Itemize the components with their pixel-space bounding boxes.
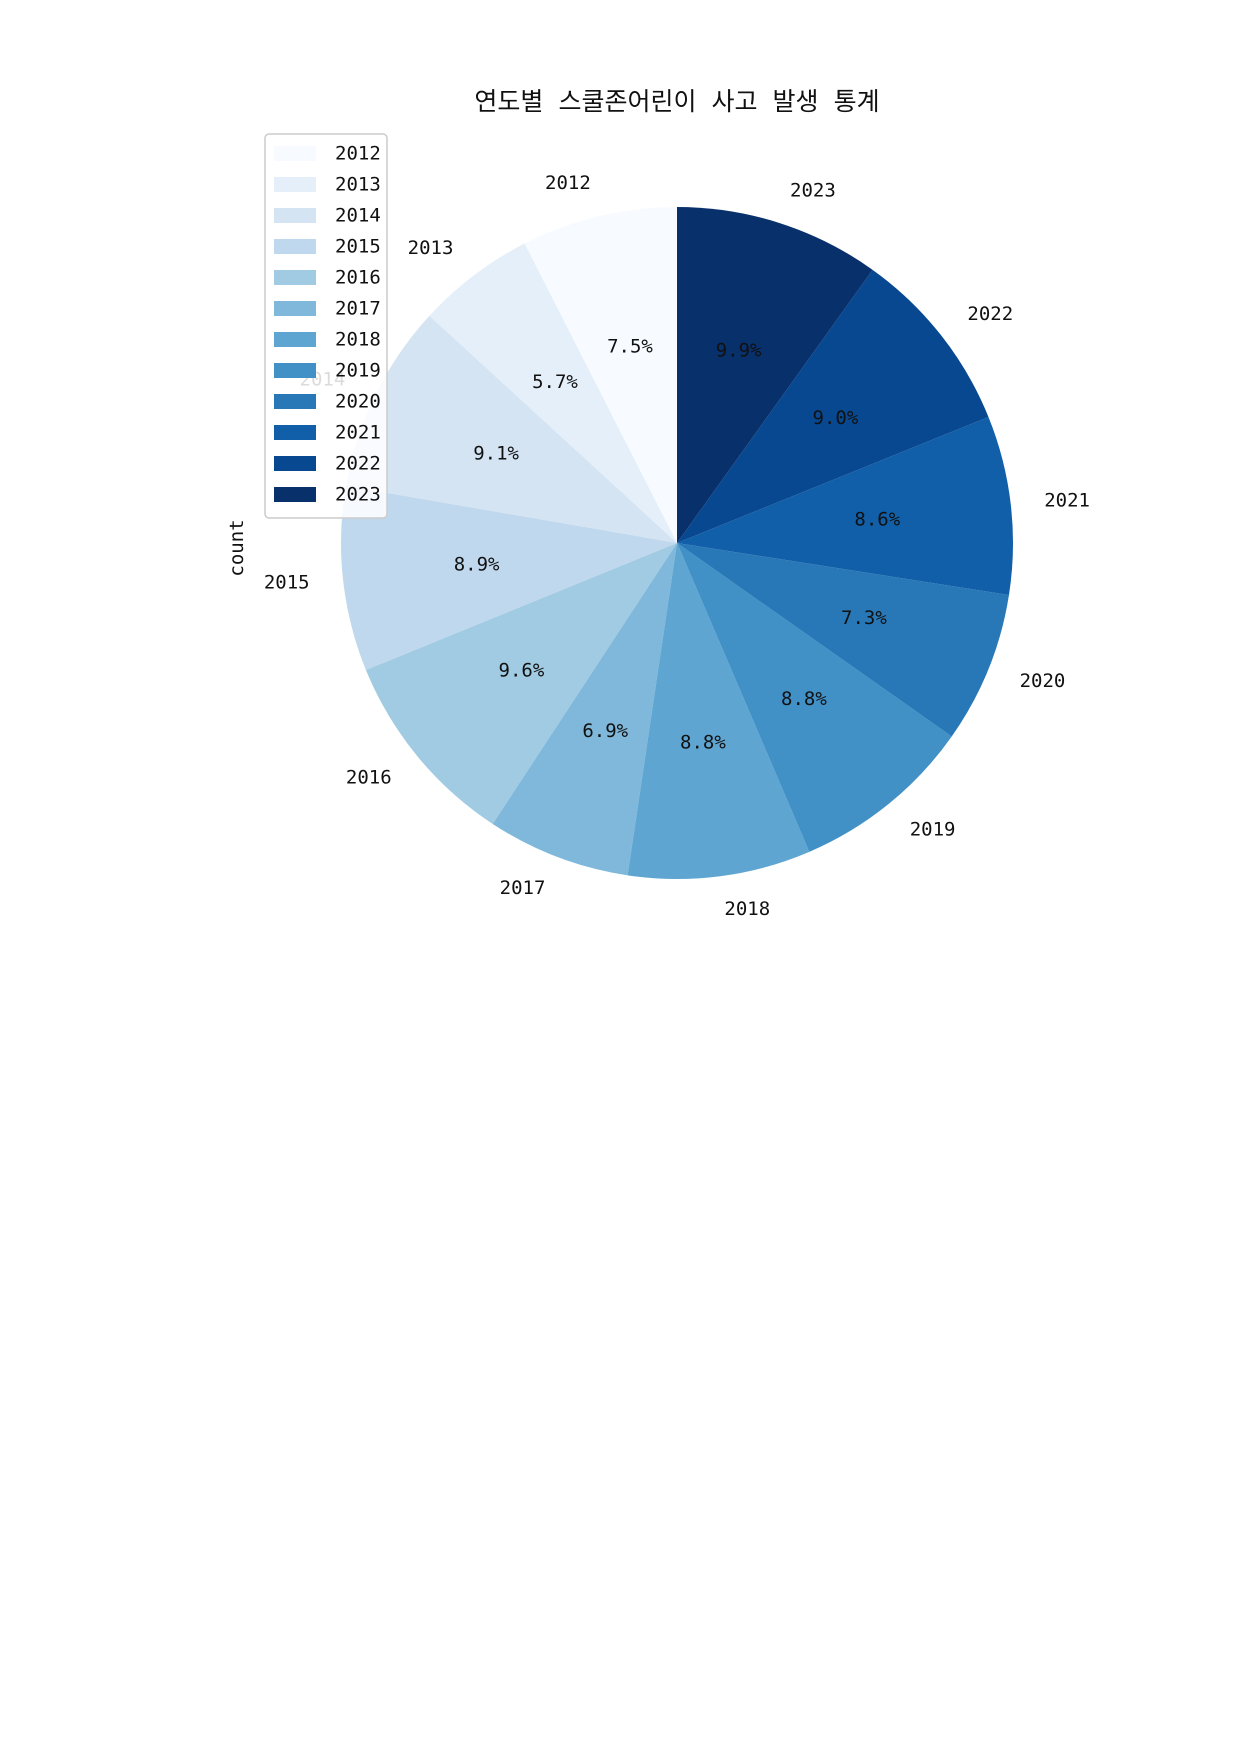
- legend-swatch-2018: [274, 332, 316, 347]
- legend-swatch-2021: [274, 425, 316, 440]
- legend-label-2021: 2021: [335, 422, 381, 444]
- percent-label-2021: 8.6%: [854, 509, 900, 531]
- slice-label-2017: 2017: [500, 877, 546, 899]
- legend-swatch-2013: [274, 177, 316, 192]
- pie-slice-2023: [677, 207, 873, 543]
- slice-label-2018: 2018: [724, 898, 770, 920]
- legend-label-2016: 2016: [335, 267, 381, 289]
- pie-slice-2017: [492, 543, 677, 876]
- slice-label-2019: 2019: [910, 819, 956, 841]
- legend-swatch-2015: [274, 239, 316, 254]
- percent-label-2012: 7.5%: [607, 336, 653, 358]
- slice-label-2023: 2023: [790, 180, 836, 202]
- percent-label-2016: 9.6%: [499, 660, 545, 682]
- legend-swatch-2014: [274, 208, 316, 223]
- pie-slice-2015: [341, 485, 677, 670]
- chart-title: 연도별 스쿨존어린이 사고 발생 통계: [474, 87, 879, 116]
- percent-label-2023: 9.9%: [716, 340, 762, 362]
- pie-slice-2014: [345, 315, 677, 543]
- pie-slice-2013: [429, 243, 677, 543]
- percent-label-2019: 8.8%: [781, 688, 827, 710]
- legend-frame: [264, 133, 388, 519]
- legend-label-2020: 2020: [335, 391, 381, 413]
- legend-swatch-2019: [274, 363, 316, 378]
- slice-label-2022: 2022: [967, 303, 1013, 325]
- legend-label-2022: 2022: [335, 453, 381, 475]
- legend: 2012 2013 2014 2015 2016 2017 2018 2019 2020 2021…: [264, 133, 388, 519]
- legend-swatch-2022: [274, 456, 316, 471]
- legend-label-2012: 2012: [335, 143, 381, 165]
- slice-label-2020: 2020: [1020, 670, 1066, 692]
- percent-label-2017: 6.9%: [582, 720, 628, 742]
- pie-slices: [341, 207, 1013, 879]
- slice-label-2013: 2013: [408, 237, 454, 259]
- legend-swatch-2012: [274, 146, 316, 161]
- percent-label-2018: 8.8%: [680, 731, 726, 753]
- pie-slice-2012: [524, 207, 677, 543]
- y-axis-label: count: [226, 519, 248, 576]
- slice-label-2016: 2016: [346, 766, 392, 788]
- slice-label-2015: 2015: [264, 571, 310, 593]
- legend-label-2023: 2023: [335, 484, 381, 506]
- percent-label-2015: 8.9%: [454, 553, 500, 575]
- legend-swatch-2017: [274, 301, 316, 316]
- legend-label-2018: 2018: [335, 329, 381, 351]
- legend-swatch-2020: [274, 394, 316, 409]
- slice-label-2021: 2021: [1044, 489, 1090, 511]
- percent-label-2014: 9.1%: [473, 443, 519, 465]
- slice-label-2012: 2012: [545, 172, 591, 194]
- legend-label-2019: 2019: [335, 360, 381, 382]
- pie-slice-2022: [677, 269, 989, 543]
- legend-label-2015: 2015: [335, 236, 381, 258]
- pie-slice-2018: [627, 543, 810, 879]
- legend-label-2013: 2013: [335, 174, 381, 196]
- pie-slice-2019: [677, 543, 952, 852]
- legend-swatch-2023: [274, 487, 316, 502]
- pie-slice-2021: [677, 416, 1013, 595]
- percent-label-2022: 9.0%: [813, 407, 859, 429]
- pie-slice-2020: [677, 543, 1009, 737]
- percent-label-2020: 7.3%: [841, 607, 887, 629]
- legend-swatch-2016: [274, 270, 316, 285]
- percent-label-2013: 5.7%: [532, 371, 578, 393]
- legend-label-2014: 2014: [335, 205, 381, 227]
- legend-label-2017: 2017: [335, 298, 381, 320]
- pie-slice-2016: [365, 543, 677, 824]
